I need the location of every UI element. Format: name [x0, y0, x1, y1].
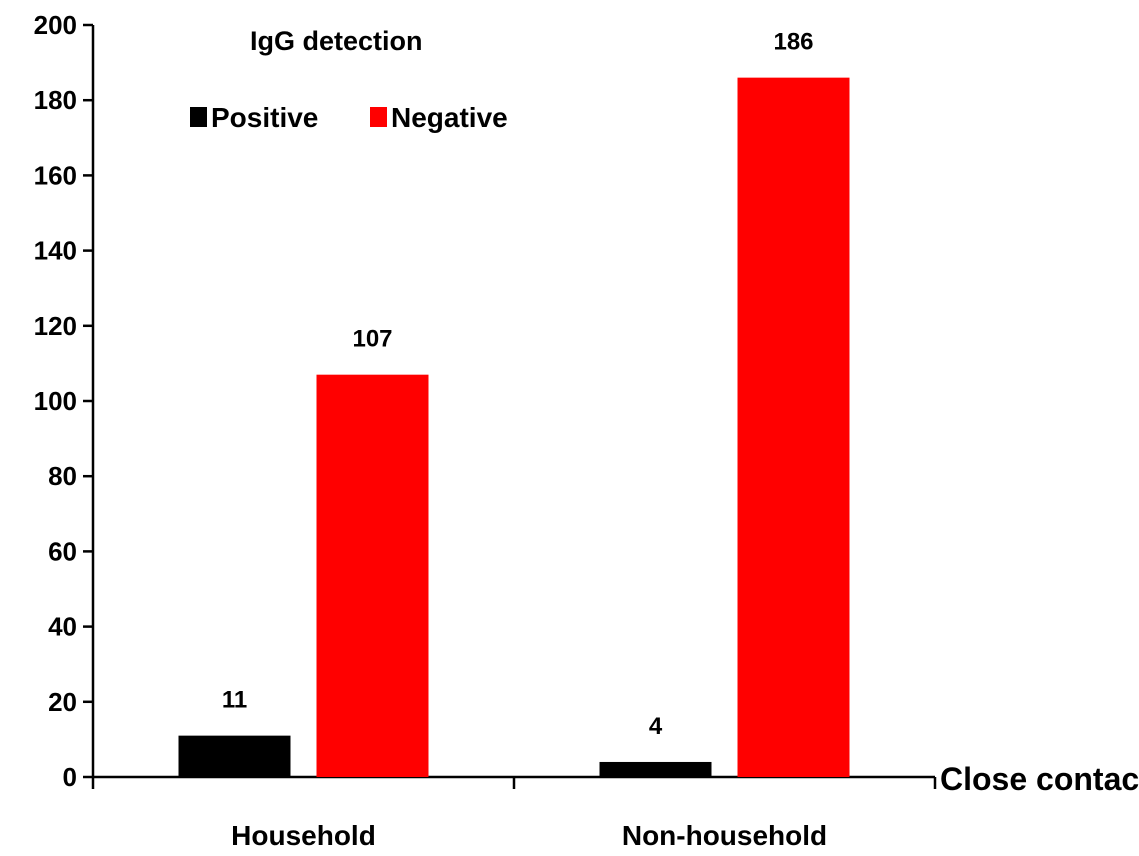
y-axis: 0 20 40 60 80 100 120 140 160 180 200: [34, 10, 95, 792]
x-category-label: Non-household: [622, 820, 827, 851]
data-label: 186: [773, 29, 813, 56]
bars: [178, 77, 850, 777]
legend-swatch-negative: [370, 107, 387, 127]
bar-positive-non-household: [599, 761, 712, 777]
y-tick-label: 80: [48, 461, 77, 491]
y-tick-label: 20: [48, 687, 77, 717]
y-tick-label: 60: [48, 536, 77, 566]
y-tick-label: 40: [48, 612, 77, 642]
y-tick-label: 100: [34, 386, 77, 416]
legend-label-positive: Positive: [211, 102, 318, 133]
y-tick-label: 180: [34, 85, 77, 115]
y-tick-label: 160: [34, 160, 77, 190]
data-label: 107: [352, 326, 392, 353]
x-category-label: Household: [231, 820, 376, 851]
data-label: 4: [649, 713, 663, 740]
legend-swatch-positive: [190, 107, 207, 127]
data-label: 11: [222, 687, 247, 714]
bar-positive-household: [178, 735, 291, 777]
bar-negative-non-household: [737, 77, 850, 777]
x-axis-label: Close contact: [940, 761, 1139, 797]
y-tick-label: 140: [34, 236, 77, 266]
legend: IgG detection Positive Negative: [190, 26, 508, 133]
data-labels: 11 107 4 186: [222, 29, 814, 740]
legend-title: IgG detection: [250, 26, 423, 56]
y-tick-label: 200: [34, 10, 77, 40]
y-tick-label: 120: [34, 311, 77, 341]
x-axis: Household Non-household: [91, 775, 937, 851]
bar-negative-household: [316, 374, 429, 777]
y-tick-label: 0: [63, 762, 77, 792]
legend-label-negative: Negative: [391, 102, 508, 133]
